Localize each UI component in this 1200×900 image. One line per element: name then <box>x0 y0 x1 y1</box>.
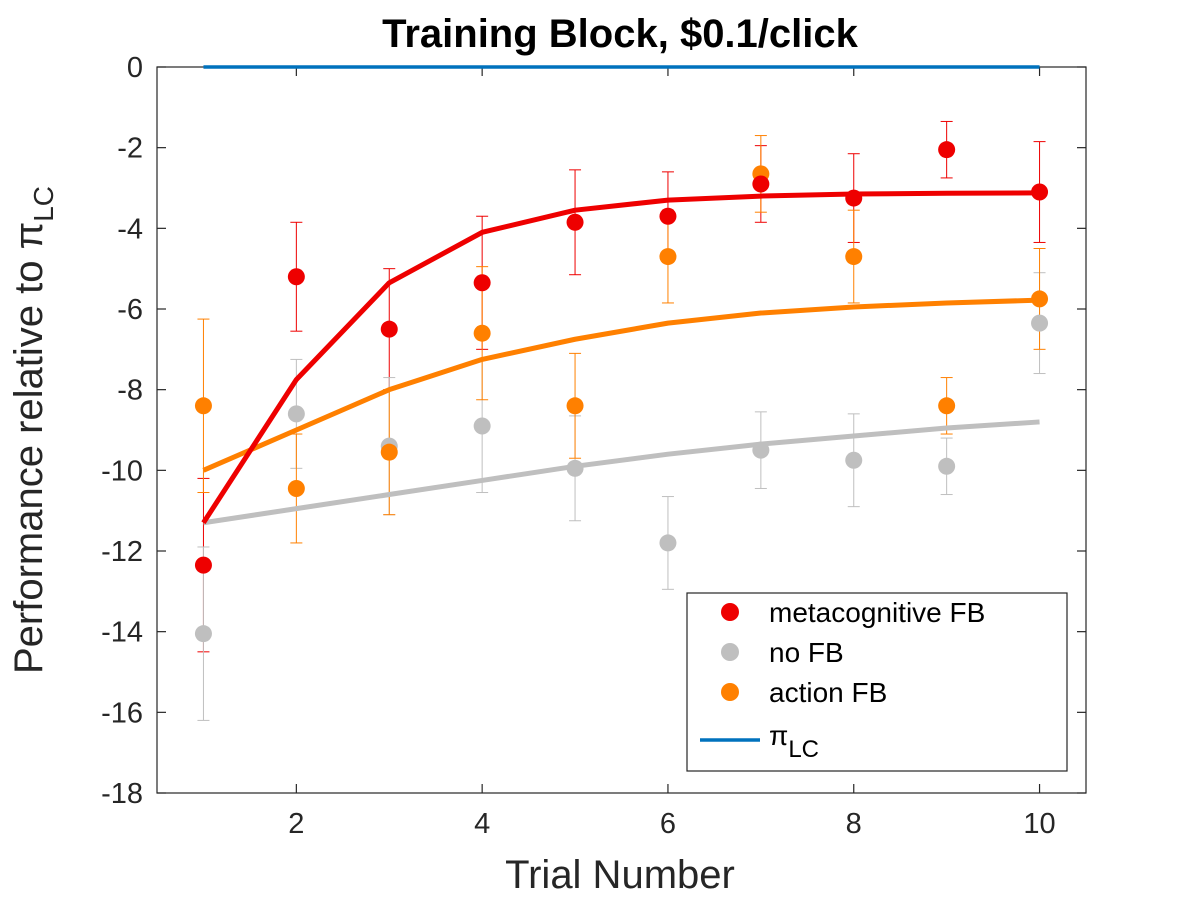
data-point <box>659 207 677 225</box>
x-tick-label: 2 <box>288 808 304 840</box>
y-tick-label: -10 <box>101 455 143 487</box>
y-axis-label: Performance relative to πLC <box>7 186 59 674</box>
data-point <box>845 451 863 469</box>
data-point <box>380 443 398 461</box>
legend: metacognitive FB no FB action FB πLC <box>686 592 1068 772</box>
data-point <box>473 417 491 435</box>
legend-label-no-fb: no FB <box>769 637 844 668</box>
fit-line-series-0 <box>201 190 1040 525</box>
legend-label-pi-symbol: π <box>769 720 788 751</box>
data-point <box>1031 314 1049 332</box>
y-tick-label: -12 <box>101 536 143 568</box>
data-point <box>938 141 956 159</box>
legend-label-pi-subscript: LC <box>788 736 819 763</box>
data-point <box>287 405 305 423</box>
x-axis-label: Trial Number <box>505 853 735 897</box>
data-point <box>287 479 305 497</box>
data-point <box>752 441 770 459</box>
points-series-2 <box>194 165 1049 497</box>
legend-label-pi-lc: πLC <box>769 720 819 763</box>
chart-title: Training Block, $0.1/click <box>382 12 859 56</box>
data-point <box>194 397 212 415</box>
fit-line-series-2 <box>202 297 1040 473</box>
data-point <box>566 459 584 477</box>
legend-marker-no-fb <box>721 643 739 661</box>
fit-line-series-1 <box>203 419 1040 526</box>
y-tick-label: -2 <box>117 133 143 165</box>
legend-label-metacognitive-fb: metacognitive FB <box>769 597 985 628</box>
axis-ticks: 2 4 6 8 10 0 -2 -4 -6 -8 -10 -12 -14 -16 -18 <box>101 52 1086 840</box>
x-tick-label: 10 <box>1023 808 1055 840</box>
data-point <box>938 397 956 415</box>
y-tick-label: -16 <box>101 697 143 729</box>
points-series-0 <box>194 141 1049 574</box>
data-point <box>1031 290 1049 308</box>
y-axis-label-main: Performance relative to <box>7 249 51 674</box>
data-point <box>566 397 584 415</box>
data-point <box>1031 183 1049 201</box>
data-point <box>938 457 956 475</box>
data-point <box>473 274 491 292</box>
legend-marker-action-fb <box>721 683 739 701</box>
legend-marker-metacognitive-fb <box>721 603 739 621</box>
data-point <box>845 189 863 207</box>
data-point <box>380 320 398 338</box>
y-tick-label: -8 <box>117 375 143 407</box>
data-point <box>194 556 212 574</box>
data-point <box>566 213 584 231</box>
data-point <box>845 248 863 266</box>
data-point <box>659 534 677 552</box>
y-tick-label: -6 <box>117 294 143 326</box>
y-tick-label: -14 <box>101 617 143 649</box>
data-point <box>473 324 491 342</box>
x-tick-label: 8 <box>846 808 862 840</box>
x-tick-label: 4 <box>474 808 490 840</box>
data-point <box>659 248 677 266</box>
y-tick-label: -4 <box>117 213 143 245</box>
x-tick-label: 6 <box>660 808 676 840</box>
y-tick-label: 0 <box>127 52 143 84</box>
legend-label-action-fb: action FB <box>769 677 887 708</box>
data-point <box>287 268 305 286</box>
y-tick-label: -18 <box>101 778 143 810</box>
y-axis-label-symbol: π <box>7 222 51 250</box>
y-axis-label-subscript: LC <box>28 186 59 222</box>
points-series-1 <box>194 314 1049 643</box>
data-point <box>194 625 212 643</box>
data-point <box>752 175 770 193</box>
series-layer <box>194 65 1049 721</box>
